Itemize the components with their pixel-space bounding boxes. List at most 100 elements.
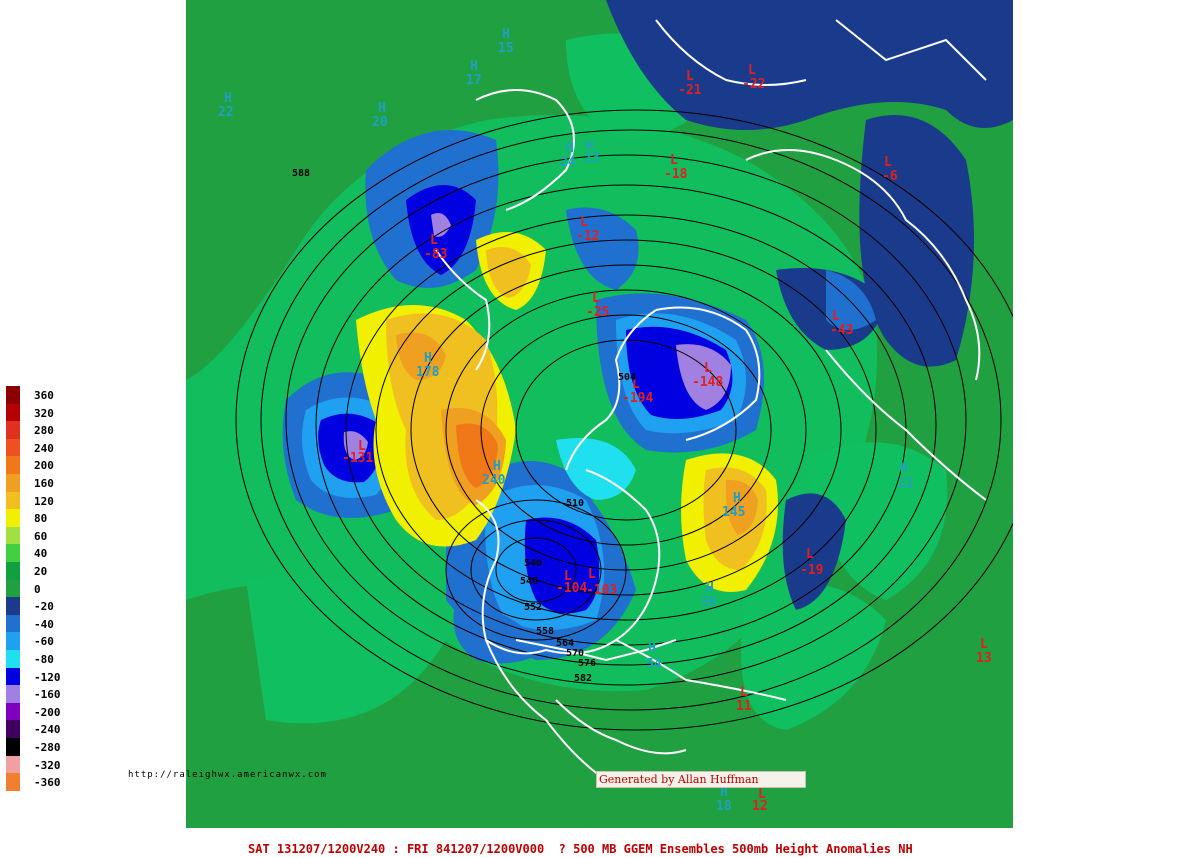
high-label-23-letter: H xyxy=(586,139,594,154)
source-url: http://raleighwx.americanwx.com xyxy=(128,770,327,780)
high-label-21-letter: H xyxy=(900,461,908,476)
contour-label-546: 546 xyxy=(520,576,538,587)
legend-label: 280 xyxy=(34,424,54,438)
color-legend: 360 320 280 240 200 160 120 80 60 40 20 0 -20 -40 -60-… xyxy=(4,386,64,810)
low-label-83-value: -83 xyxy=(424,247,447,262)
high-label-17-letter: H xyxy=(470,59,478,74)
legend-row: -20 xyxy=(4,597,64,615)
legend-row: 20 xyxy=(4,562,64,580)
legend-label: -40 xyxy=(34,617,54,631)
legend-label: 0 xyxy=(34,582,41,596)
low-label-148-value: -148 xyxy=(692,375,723,390)
legend-swatch xyxy=(6,702,20,721)
legend-row: -200 xyxy=(4,702,64,721)
low-label-21-value: -21 xyxy=(678,83,702,98)
low-label-194-value: -194 xyxy=(622,391,653,406)
low-label-19-letter: L xyxy=(806,547,814,562)
legend-row: -160 xyxy=(4,685,64,703)
high-label-21-value: 21 xyxy=(898,477,914,492)
legend-swatch xyxy=(6,755,20,774)
legend-swatch xyxy=(6,403,20,422)
contour-label-588: 588 xyxy=(292,168,310,179)
high-label-240-letter: H xyxy=(493,459,501,474)
high-label-24-letter: H xyxy=(566,141,574,156)
contour-label-582: 582 xyxy=(574,673,592,684)
legend-label: 40 xyxy=(34,547,48,561)
legend-swatch xyxy=(6,421,20,439)
legend-swatch xyxy=(6,632,20,650)
high-label-20-value: 20 xyxy=(372,115,388,130)
legend-label: 80 xyxy=(34,512,48,526)
legend-label: -120 xyxy=(34,670,61,684)
high-label-178-value: 178 xyxy=(416,365,440,380)
legend-swatch xyxy=(6,456,20,474)
legend-label: -20 xyxy=(34,600,54,614)
legend-row: -320 xyxy=(4,755,64,774)
low-label-21-letter: L xyxy=(686,69,694,84)
low-label-19-value: -19 xyxy=(800,563,823,578)
legend-swatch xyxy=(6,650,20,668)
low-label-22-letter: L xyxy=(748,63,756,78)
low-label-131-value: -131 xyxy=(342,451,373,466)
legend-row: -240 xyxy=(4,720,64,738)
legend-label: -240 xyxy=(34,723,61,737)
map-footer-title: SAT 131207/1200V240 : FRI 841207/1200V00… xyxy=(248,842,913,856)
high-label-18-letter: H xyxy=(720,785,728,800)
legend-label: 240 xyxy=(34,441,54,455)
height-contours xyxy=(235,109,1013,731)
low-label-12-letter: L xyxy=(580,215,588,230)
low-label-43-letter: L xyxy=(832,309,840,324)
low-label-148-letter: L xyxy=(704,361,712,376)
legend-label: 320 xyxy=(34,406,54,420)
low-label-43-value: -43 xyxy=(830,323,853,338)
legend-row: 240 xyxy=(4,438,64,457)
low-label-12-value: -12 xyxy=(576,229,599,244)
high-label-145-value: 145 xyxy=(722,505,745,520)
legend-row: -360 xyxy=(4,773,64,791)
low-label-6-letter: L xyxy=(884,155,892,170)
legend-label: -360 xyxy=(34,776,61,790)
legend-row: -80 xyxy=(4,650,64,668)
legend-label: -160 xyxy=(34,688,61,702)
legend-swatch xyxy=(6,509,20,527)
legend-swatch xyxy=(6,667,20,686)
legend-row: 360 xyxy=(4,386,64,404)
legend-label: -280 xyxy=(34,741,61,754)
contour-label-570: 570 xyxy=(566,648,584,659)
legend-row: 120 xyxy=(4,491,64,510)
contour-label-564: 564 xyxy=(556,638,574,649)
legend-swatch xyxy=(6,438,20,457)
legend-label: -320 xyxy=(34,758,61,772)
high-label-178-letter: H xyxy=(424,351,432,366)
legend-swatch xyxy=(6,526,20,545)
high-label-23-value: 23 xyxy=(584,151,600,166)
low-label-25-letter: L xyxy=(592,291,600,306)
high-label-54-letter: H xyxy=(648,641,656,656)
low-label-6-value: -6 xyxy=(882,169,898,184)
low-label-194-letter: L xyxy=(632,377,640,392)
low-label-11-value: 11 xyxy=(736,699,752,714)
high-label-17-value: 17 xyxy=(466,73,482,88)
legend-row: 60 xyxy=(4,526,64,545)
coastlines xyxy=(435,19,987,781)
legend-swatch xyxy=(6,474,20,492)
legend-swatch xyxy=(6,579,20,598)
low-label-12b-value: 12 xyxy=(752,799,768,814)
high-label-20-letter: H xyxy=(378,101,386,116)
legend-swatch xyxy=(6,544,20,562)
legend-swatch xyxy=(6,614,20,633)
low-label-11-letter: L xyxy=(740,685,748,700)
low-label-104-letter: L xyxy=(564,569,572,584)
low-label-104-value: -104 xyxy=(556,581,587,596)
legend-label: 20 xyxy=(34,565,48,578)
legend-row: 160 xyxy=(4,474,64,492)
contour-label-576: 576 xyxy=(578,658,596,669)
low-label-18-value: -18 xyxy=(664,167,688,182)
legend-row: -60 xyxy=(4,632,64,650)
contour-label-540: 540 xyxy=(524,558,542,569)
low-label-18-letter: L xyxy=(670,153,678,168)
legend-label: -200 xyxy=(34,705,61,719)
legend-row: -40 xyxy=(4,614,64,633)
legend-row: -120 xyxy=(4,667,64,686)
legend-label: 200 xyxy=(34,459,54,473)
